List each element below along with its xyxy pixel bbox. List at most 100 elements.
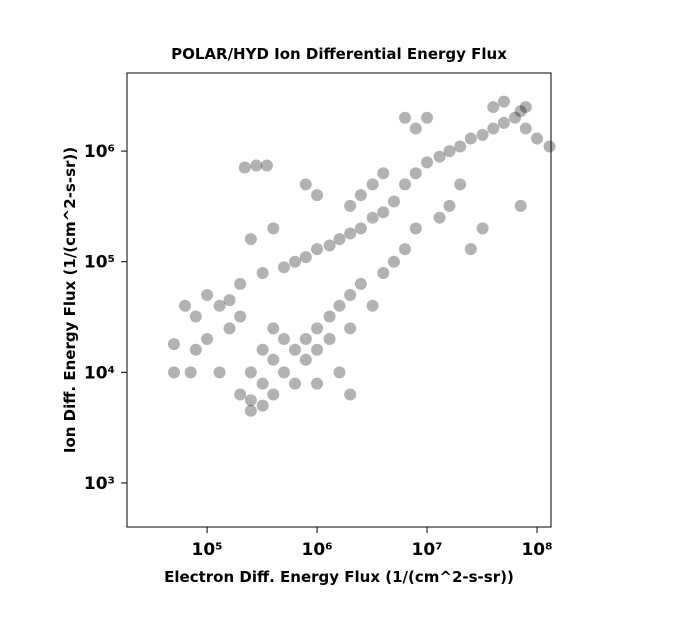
point — [244, 394, 257, 407]
point — [487, 122, 500, 135]
point — [433, 150, 446, 163]
point — [179, 299, 192, 312]
y-tick-label: 10⁴ — [84, 363, 115, 383]
point — [333, 233, 346, 246]
point — [409, 167, 422, 180]
point — [344, 388, 357, 401]
point — [223, 322, 236, 335]
point — [311, 189, 324, 202]
point — [508, 111, 521, 124]
point — [464, 132, 477, 145]
points — [167, 95, 556, 417]
point — [366, 299, 379, 312]
point — [514, 105, 527, 118]
point — [387, 255, 400, 268]
point — [238, 161, 251, 174]
point — [398, 111, 411, 124]
point — [543, 140, 556, 153]
x-axis-label: Electron Diff. Energy Flux (1/(cm^2-s-sr… — [164, 568, 514, 586]
point — [476, 128, 489, 141]
point — [344, 199, 357, 212]
point — [333, 299, 346, 312]
point — [514, 199, 527, 212]
point — [454, 140, 467, 153]
point — [464, 243, 477, 256]
point — [344, 322, 357, 335]
point — [256, 343, 269, 356]
point — [323, 333, 336, 346]
point — [260, 159, 273, 172]
point — [256, 267, 269, 280]
point — [476, 222, 489, 235]
x-tick-label: 10⁸ — [521, 540, 552, 560]
point — [256, 377, 269, 390]
point — [398, 178, 411, 191]
point — [267, 353, 280, 366]
point — [311, 377, 324, 390]
point — [433, 211, 446, 224]
point — [288, 377, 301, 390]
point — [443, 145, 456, 158]
point — [234, 277, 247, 290]
point — [299, 333, 312, 346]
point — [201, 333, 214, 346]
point — [398, 243, 411, 256]
point — [234, 388, 247, 401]
point — [333, 366, 346, 379]
y-axis-label: Ion Diff. Energy Flux (1/(cm^2-s-sr)) — [61, 147, 79, 453]
point — [377, 167, 390, 180]
point — [409, 222, 422, 235]
point — [354, 277, 367, 290]
point — [311, 343, 324, 356]
point — [267, 322, 280, 335]
point — [311, 322, 324, 335]
point — [519, 101, 532, 114]
point — [234, 310, 247, 323]
point — [377, 267, 390, 280]
y-tick-label: 10³ — [84, 474, 115, 494]
point — [354, 222, 367, 235]
x-tick-label: 10⁷ — [411, 540, 442, 560]
point — [277, 261, 290, 274]
point — [244, 404, 257, 417]
point — [250, 159, 263, 172]
x-tick-label: 10⁶ — [302, 540, 333, 560]
point — [344, 289, 357, 302]
point — [344, 227, 357, 240]
y-tick-label: 10⁵ — [84, 253, 115, 273]
point — [267, 388, 280, 401]
x-tick-label: 10⁵ — [192, 540, 223, 560]
point — [256, 399, 269, 412]
point — [323, 239, 336, 252]
point — [366, 211, 379, 224]
point — [277, 333, 290, 346]
point — [223, 294, 236, 307]
point — [201, 289, 214, 302]
point — [354, 189, 367, 202]
point — [323, 310, 336, 323]
point — [454, 178, 467, 191]
y-tick-label: 10⁶ — [84, 142, 115, 162]
chart-title: POLAR/HYD Ion Differential Energy Flux — [171, 45, 507, 63]
point — [311, 243, 324, 256]
point — [299, 353, 312, 366]
point — [189, 343, 202, 356]
point — [487, 101, 500, 114]
point — [366, 178, 379, 191]
point — [244, 366, 257, 379]
point — [497, 95, 510, 108]
point — [213, 299, 226, 312]
point — [277, 366, 290, 379]
point — [167, 338, 180, 351]
point — [421, 111, 434, 124]
point — [267, 222, 280, 235]
point — [377, 206, 390, 219]
point — [387, 195, 400, 208]
point — [184, 366, 197, 379]
point — [421, 156, 434, 169]
point — [409, 122, 422, 135]
point — [531, 132, 544, 145]
point — [497, 116, 510, 129]
point — [443, 199, 456, 212]
